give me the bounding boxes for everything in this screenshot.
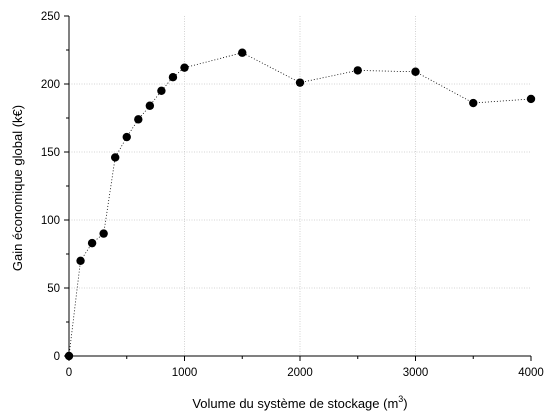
data-point-7 <box>145 101 155 110</box>
data-point-16 <box>526 94 536 104</box>
data-point-15 <box>469 98 478 108</box>
data-point-6 <box>134 115 143 124</box>
data-points <box>64 48 536 361</box>
y-tick-label-5: 250 <box>41 11 60 23</box>
data-point-1 <box>76 256 85 265</box>
y-tick-label-2: 100 <box>41 215 60 227</box>
data-point-2 <box>87 238 97 248</box>
x-axis-label-superscript: 3 <box>398 394 403 404</box>
x-axis-label: Volume du système de stockage (m3) <box>192 394 407 411</box>
data-point-10 <box>180 63 189 72</box>
x-tick-label-2: 2000 <box>287 367 313 379</box>
y-tick-label-3: 150 <box>41 147 60 159</box>
x-tick-label-1: 1000 <box>172 367 198 379</box>
y-axis-label: Gain économique global (k€) <box>10 105 25 271</box>
x-tick-label-4: 4000 <box>518 367 544 379</box>
y-tick-label-4: 200 <box>41 79 60 91</box>
x-axis-label-text: Volume du système de stockage (m <box>192 396 398 411</box>
data-point-0 <box>64 351 74 361</box>
data-point-14 <box>411 67 420 76</box>
data-point-3 <box>99 229 108 238</box>
data-point-8 <box>157 86 166 96</box>
x-tick-label-0: 0 <box>66 367 72 379</box>
grid-lines <box>69 16 531 356</box>
data-point-13 <box>353 66 362 75</box>
data-point-9 <box>168 73 178 82</box>
data-point-5 <box>122 132 131 142</box>
x-tick-label-3: 3000 <box>403 367 429 379</box>
y-tick-label-1: 50 <box>47 283 60 295</box>
y-tick-label-0: 0 <box>54 351 60 363</box>
data-point-4 <box>111 153 120 162</box>
data-point-12 <box>295 78 305 87</box>
axes <box>64 15 532 361</box>
x-axis-label-suffix: ) <box>403 396 407 411</box>
data-point-11 <box>238 48 247 57</box>
tick-labels: 0 1000 2000 3000 4000 0 50 100 150 200 250 <box>41 11 544 379</box>
